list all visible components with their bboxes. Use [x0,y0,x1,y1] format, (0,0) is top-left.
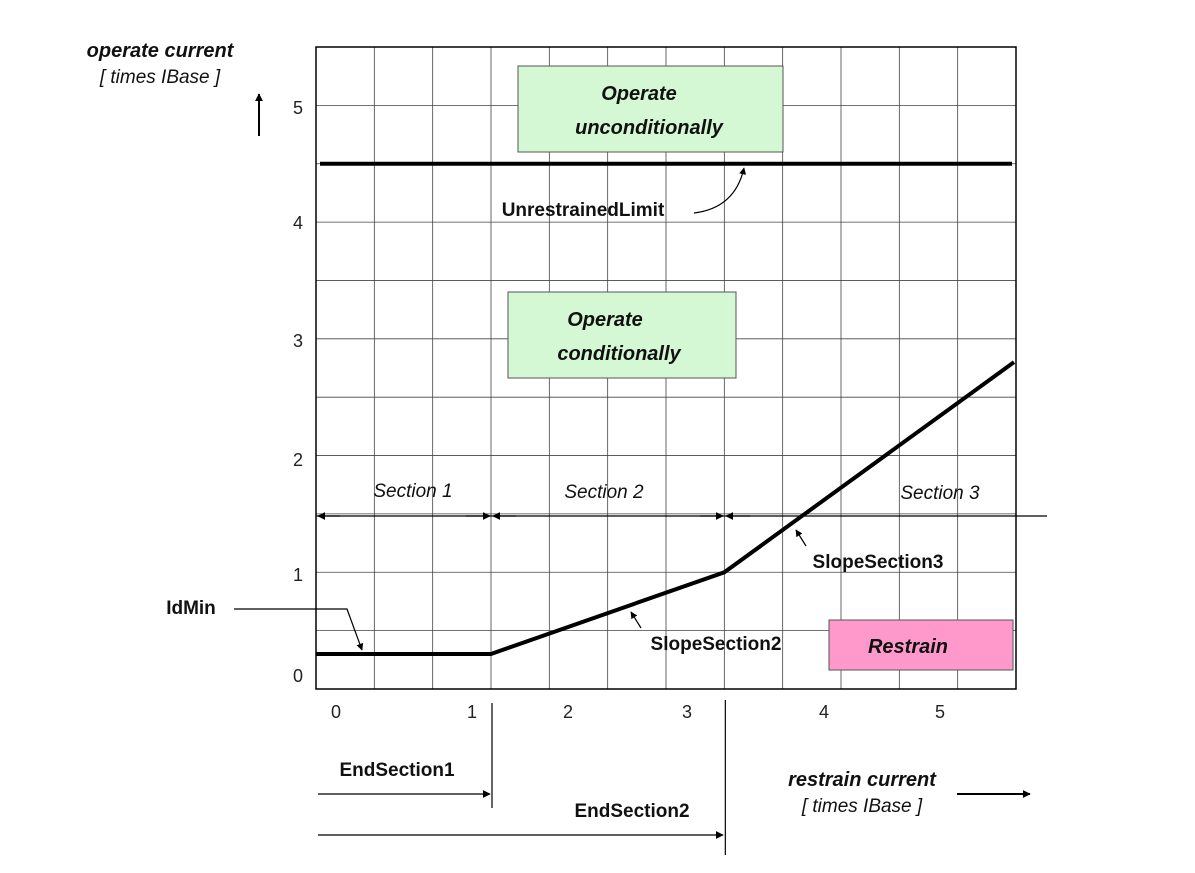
x-axis-title: restrain current [788,769,937,791]
y-tick-label: 0 [293,666,303,686]
region-unconditional-line1: Operate [601,83,677,105]
slope-section2-pointer [630,611,642,629]
x-tick-label: 3 [682,702,692,722]
end-section2-label: EndSection2 [574,801,689,822]
y-tick-label: 2 [293,450,303,470]
x-tick-label: 4 [819,702,829,722]
y-tick-label: 5 [293,98,303,118]
region-unconditional-line2: unconditionally [575,117,724,139]
unrestrained-limit-pointer [693,167,747,214]
y-axis-title: operate current [87,40,235,62]
region-unconditional-box [517,65,784,153]
region-conditional-line2: conditionally [557,343,681,365]
section1-label: Section 1 [373,481,452,502]
slope-section2-label: SlopeSection2 [651,634,782,655]
region-conditional-line1: Operate [567,309,643,331]
slope-section3-pointer [795,529,807,547]
region-restrain-box [828,619,1014,671]
y-tick-label: 3 [293,331,303,351]
idmin-pointer [234,608,364,651]
unrestrained-limit-label: UnrestrainedLimit [502,200,665,221]
x-axis-unit: [ times IBase ] [801,796,923,817]
operate-characteristic-line [316,360,1016,656]
region-conditional-box [507,291,737,379]
x-tick-label: 1 [467,702,477,722]
plot-frame [315,46,1017,690]
region-restrain-label: Restrain [868,636,948,658]
x-tick-label: 2 [563,702,573,722]
section2-label: Section 2 [564,482,644,503]
x-tick-label: 0 [331,702,341,722]
y-axis-unit: [ times IBase ] [99,67,221,88]
end-section1-label: EndSection1 [339,760,455,781]
section3-label: Section 3 [900,483,980,504]
y-tick-label: 4 [293,213,303,233]
slope-section3-label: SlopeSection3 [813,552,944,573]
y-tick-label: 1 [293,565,303,585]
tick-labels: 0 1 2 3 4 5 0 1 2 3 4 5 [293,98,945,722]
x-tick-label: 5 [935,702,945,722]
idmin-label: IdMin [166,598,216,619]
